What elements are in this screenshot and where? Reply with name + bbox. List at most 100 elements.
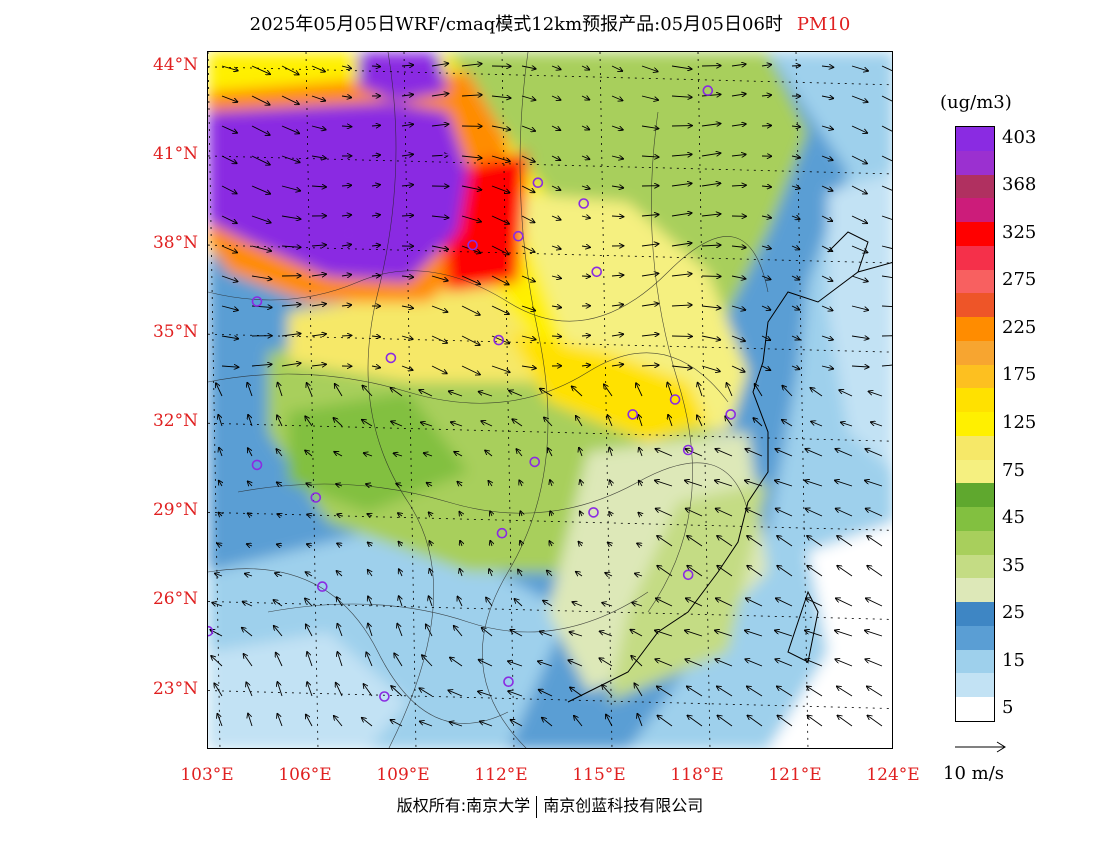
- wind-arrow: [753, 418, 763, 427]
- wind-arrow: [430, 569, 433, 577]
- wind-arrow: [431, 305, 447, 312]
- wind-arrow: [701, 335, 720, 340]
- wind-arrow: [805, 480, 823, 487]
- wind-arrow: [281, 334, 301, 337]
- wind-arrow: [581, 66, 589, 70]
- wind-arrow: [551, 185, 560, 190]
- wind-arrow: [731, 335, 745, 341]
- wind-arrow: [450, 722, 463, 727]
- wind-arrow: [605, 573, 613, 576]
- wind-arrow: [311, 304, 326, 306]
- city-marker: [588, 507, 599, 518]
- wind-arrow: [426, 624, 433, 637]
- wind-arrow: [214, 683, 223, 697]
- wind-arrow: [717, 716, 733, 727]
- wind-arrow: [871, 422, 883, 427]
- wind-arrow: [461, 215, 481, 222]
- wind-arrow: [837, 716, 853, 727]
- wind-arrow: [580, 480, 582, 487]
- wind-arrow: [687, 566, 703, 577]
- wind-arrow: [521, 125, 535, 131]
- wind-arrow: [489, 569, 492, 577]
- wind-arrow: [550, 480, 552, 487]
- wind-arrow: [775, 449, 793, 457]
- wind-arrow: [217, 543, 222, 546]
- wind-arrow: [311, 156, 326, 158]
- wind-arrow: [307, 682, 313, 697]
- wind-arrow: [604, 384, 613, 397]
- wind-arrow: [490, 541, 492, 547]
- wind-arrow: [807, 536, 823, 547]
- city-marker: [317, 581, 328, 592]
- wind-arrow: [431, 365, 447, 373]
- wind-arrow: [611, 95, 623, 101]
- wind-arrow: [697, 415, 703, 427]
- wind-arrow: [218, 513, 222, 517]
- wind-arrow: [251, 125, 270, 135]
- lon-label: 118°E: [670, 765, 724, 785]
- latitude-gridline: [208, 601, 892, 620]
- wind-arrow: [821, 185, 833, 191]
- wind-arrow: [337, 514, 342, 516]
- lon-label: 115°E: [572, 765, 626, 785]
- wind-arrow: [341, 96, 351, 98]
- wind-arrow: [881, 185, 892, 191]
- wind-arrow: [671, 154, 692, 156]
- wind-arrow: [221, 155, 237, 163]
- wind-arrow: [431, 335, 447, 343]
- wind-arrow: [611, 125, 623, 130]
- wind-arrow: [717, 536, 733, 547]
- wind-arrow: [247, 544, 253, 546]
- lat-label: 35°N: [152, 322, 198, 343]
- wind-arrow: [865, 449, 883, 457]
- wind-arrow: [761, 306, 770, 310]
- wind-arrow: [305, 416, 313, 427]
- wind-arrow: [806, 509, 823, 517]
- wind-arrow: [600, 631, 613, 637]
- wind-arrow: [341, 305, 351, 306]
- wind-arrow: [715, 449, 733, 457]
- latitude-gridline: [208, 66, 892, 86]
- wind-arrow: [336, 683, 343, 697]
- wind-arrow: [551, 246, 561, 249]
- wind-arrow: [761, 276, 771, 279]
- wind-arrow: [687, 716, 703, 727]
- wind-arrow: [821, 215, 832, 221]
- wind-arrow: [866, 598, 883, 607]
- legend-swatch: [956, 174, 994, 199]
- city-marker: [441, 153, 452, 165]
- latitude-gridline: [208, 690, 892, 709]
- wind-arrow: [482, 628, 493, 637]
- wind-arrow: [579, 448, 582, 457]
- wind-arrow: [551, 276, 561, 278]
- legend-swatch: [956, 293, 994, 318]
- wind-arrow: [368, 570, 372, 577]
- wind-arrow: [637, 543, 642, 546]
- legend-swatch: [956, 697, 994, 722]
- map-panel: [207, 51, 893, 749]
- wind-arrow: [836, 509, 853, 517]
- city-marker: [467, 239, 478, 251]
- wind-arrow: [671, 96, 692, 97]
- city-marker: [310, 492, 322, 503]
- latitude-gridline: [208, 333, 892, 353]
- wind-arrow: [521, 335, 536, 340]
- lon-label: 121°E: [768, 765, 822, 785]
- city-marker: [591, 266, 603, 278]
- wind-arrow: [337, 597, 343, 607]
- wind-arrow: [401, 124, 413, 126]
- wind-arrow: [731, 94, 746, 96]
- wind-arrow: [217, 714, 223, 727]
- legend-swatch: [956, 269, 994, 294]
- coastline: [567, 231, 892, 703]
- legend-swatch: [956, 530, 994, 556]
- wind-arrow: [611, 334, 623, 336]
- wind-arrow: [761, 65, 771, 66]
- wind-arrow: [821, 155, 833, 160]
- wind-arrow: [635, 574, 643, 577]
- wind-arrow: [401, 215, 413, 216]
- wind-arrow: [655, 630, 673, 637]
- wind-arrow: [839, 390, 853, 397]
- city-marker: [251, 296, 263, 307]
- legend-units: (ug/m3): [940, 92, 1012, 113]
